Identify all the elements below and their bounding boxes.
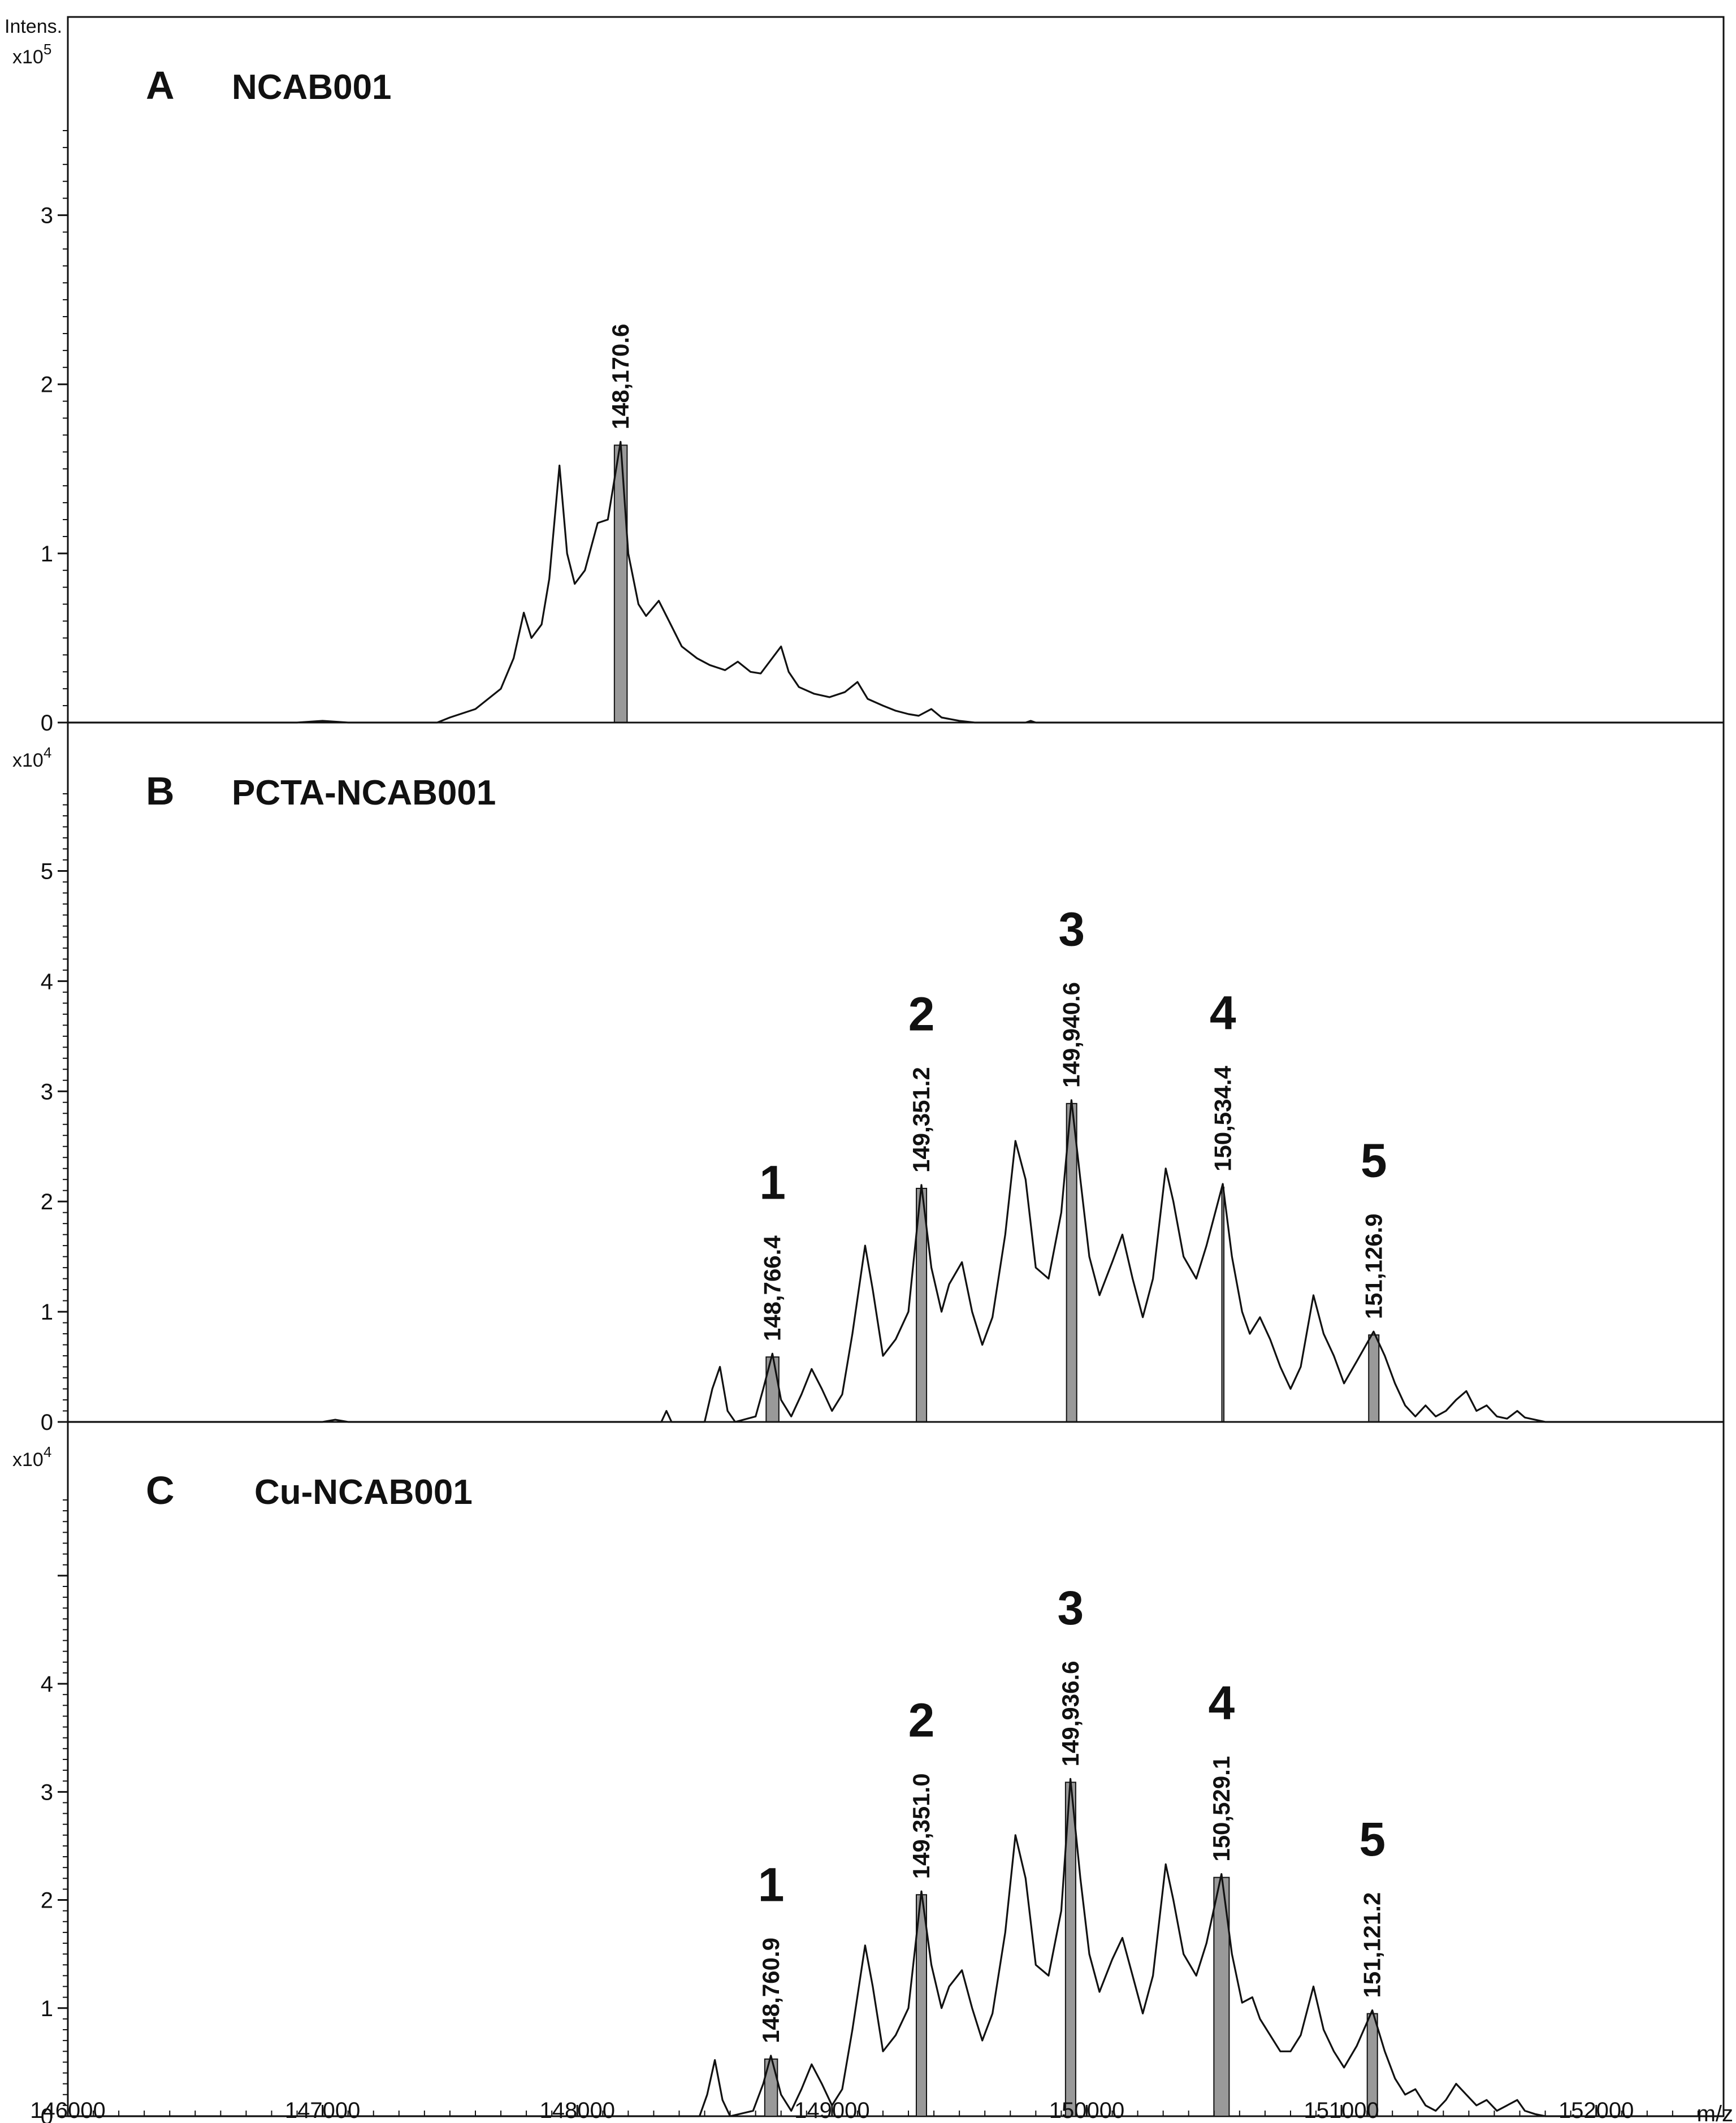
y-tick-label: 0 [41,711,53,736]
spectrum-trace [68,440,1724,724]
x-tick-label: 147000 [285,2098,360,2123]
y-tick-label: 3 [41,1780,53,1805]
peak-mass-label: 148,760.9 [757,1938,784,2043]
y-tick-label: 0 [41,1410,53,1435]
peak-mass-label: 149,936.6 [1057,1661,1084,1767]
y-tick-label: 1 [41,1300,53,1325]
x-tick-label: 149000 [794,2098,869,2123]
peak-number: 2 [908,1694,935,1747]
y-tick-label: 1 [41,542,53,567]
peak-number: 4 [1209,1676,1235,1729]
y-axis-label: Intens. [5,16,62,37]
y-scale-exponent: 4 [44,1443,51,1460]
y-tick-label: 4 [41,1672,53,1697]
spectrum-trace [68,1099,1724,1423]
y-tick-label: 2 [41,373,53,397]
y-tick-label: 2 [41,1888,53,1913]
peak-bar [1066,1102,1077,1423]
spectrum-trace [68,1778,1724,2117]
peak-number: 2 [908,987,935,1040]
y-tick-label: 5 [41,859,53,884]
y-scale-factor: x105 [12,41,51,68]
peak-mass-label: 149,351.0 [908,1773,934,1879]
x-axis-label: m/z [1697,2102,1733,2123]
x-tick-label: 146000 [30,2098,105,2123]
panel-title: NCAB001 [232,68,392,107]
plot-frame [67,16,1725,2117]
y-scale-base: x10 [12,1449,44,1471]
x-tick-label: 151000 [1304,2098,1379,2123]
panel-letter: C [146,1468,175,1512]
peak-number: 1 [759,1156,786,1209]
panel-letter: B [146,769,175,813]
peak-bar [765,1356,780,1422]
peak-mass-label: 149,940.6 [1058,982,1085,1088]
peak-mass-label: 148,170.6 [607,324,634,430]
peak-mass-label: 149,351.2 [908,1067,934,1173]
panel-letter: A [146,63,175,107]
y-scale-base: x10 [12,46,44,68]
panel-title: PCTA-NCAB001 [232,773,496,812]
peak-bar [1368,1334,1380,1422]
peak-bar [613,444,628,723]
panel-a: 0 1 2 3 Intens. x105 A NCAB001 148,170.6 [5,16,1724,736]
peak-number: 5 [1359,1813,1386,1866]
y-scale-exponent: 4 [44,744,51,761]
x-tick-label: 148000 [539,2098,614,2123]
y-tick-label: 3 [41,204,53,228]
peak-bar [1221,1186,1225,1423]
peak-mass-label: 151,121.2 [1359,1892,1386,1998]
x-tick-label: 150000 [1049,2098,1124,2123]
peak-mass-label: 150,534.4 [1209,1066,1236,1171]
y-tick-label: 4 [41,969,53,994]
peak-bar [764,2058,778,2117]
y-tick-label: 3 [41,1079,53,1104]
panel-title: Cu-NCAB001 [254,1473,473,1512]
peak-bar [1366,2013,1378,2117]
y-tick-label: 1 [41,1996,53,2021]
peak-number: 5 [1361,1134,1387,1187]
x-tick-label: 152000 [1558,2098,1634,2123]
peak-number: 3 [1058,1581,1084,1635]
peak-mass-label: 148,766.4 [759,1235,786,1341]
y-scale-exponent: 5 [44,41,51,58]
y-scale-factor: x104 [12,744,51,771]
y-tick-label: 2 [41,1190,53,1214]
peak-number: 1 [758,1858,785,1911]
peak-number: 3 [1058,902,1085,955]
y-scale-factor: x104 [12,1443,51,1471]
peak-mass-label: 150,529.1 [1208,1756,1235,1862]
peak-number: 4 [1210,986,1236,1039]
y-tick-label: 0 [41,2104,53,2123]
peak-mass-label: 151,126.9 [1360,1213,1387,1319]
y-scale-base: x10 [12,750,44,771]
